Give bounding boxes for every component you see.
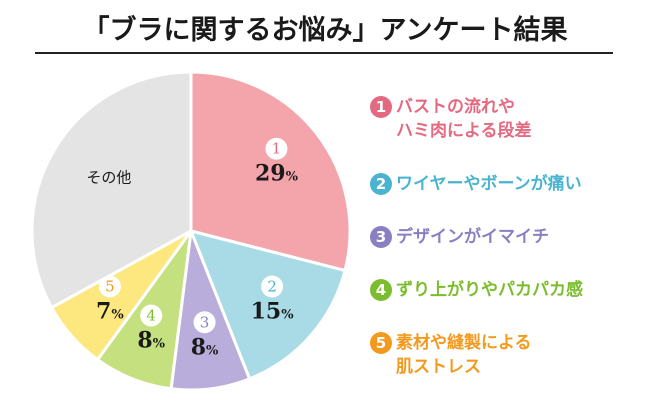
value-label: 29% [255,161,299,187]
rank-number: 3 [200,313,210,331]
slice-label-2: 215% [251,275,295,325]
value-label: 8% [191,334,219,360]
legend-rank-badge: 4 [370,279,392,301]
chart-title: 「ブラに関するお悩み」アンケート結果 [82,15,568,46]
legend-rank-badge: 5 [370,332,392,354]
slice-label-5: 57% [96,275,124,325]
legend-label: バストの流れや ハミ肉による段差 [396,97,532,141]
pie-slice-other [30,70,193,310]
legend-item-3: 3 デザインがイマイチ [370,225,549,249]
rank-badge [265,137,288,160]
value-label: 15% [251,299,295,325]
rank-number: 1 [272,140,282,158]
rank-badge [193,311,216,334]
legend-item-5: 5 素材や縫製による 肌ストレス [370,331,532,379]
value-label: 7% [96,299,124,325]
pie-slice-1 [189,70,352,273]
legend-label: ワイヤーやボーンが痛い [396,174,582,194]
legend-item-2: 2 ワイヤーやボーンが痛い [370,172,582,196]
pie-slice-2 [188,228,347,381]
legend-rank-badge: 2 [370,173,392,195]
value-label: 8% [137,328,165,354]
legend-label: デザインがイマイチ [396,227,549,247]
rank-badge [98,275,121,298]
legend-rank-badge: 3 [370,226,392,248]
rank-number: 2 [267,278,277,296]
title-underline [35,52,613,54]
slice-label-other: その他 [86,168,131,186]
rank-number: 4 [146,307,156,325]
legend-rank-badge: 1 [370,96,392,118]
rank-badge [261,275,284,298]
slice-label-4: 48% [137,304,166,354]
legend-item-1: 1 バストの流れや ハミ肉による段差 [370,95,532,143]
rank-badge [140,304,163,327]
rank-number: 5 [105,278,115,296]
slice-label-1: 129% [255,137,299,187]
legend-item-4: 4 ずり上がりやパカパカ感 [370,278,583,302]
legend-label: ずり上がりやパカパカ感 [396,280,583,300]
legend-label: 素材や縫製による 肌ストレス [396,333,532,377]
slice-label-3: 38% [191,311,219,360]
